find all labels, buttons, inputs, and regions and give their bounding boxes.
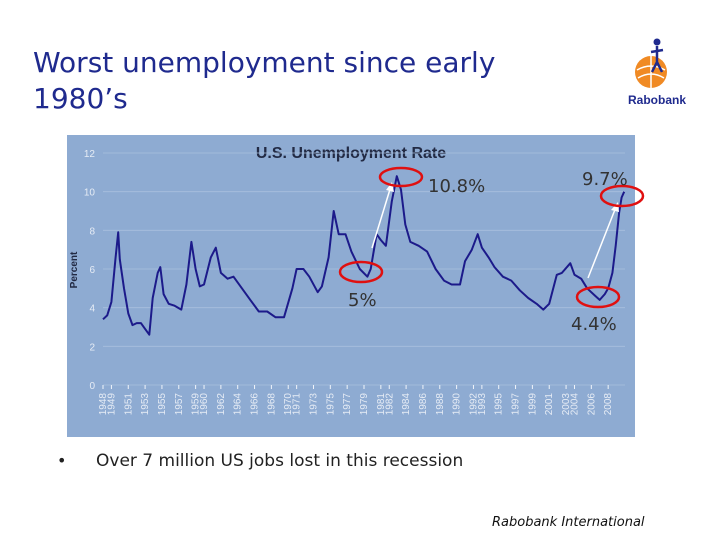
logo-figure — [653, 38, 661, 46]
annotation: 10.8% — [428, 176, 485, 197]
annotation: 5% — [348, 290, 377, 311]
callouts: 10.8% 9.7% 5% 4.4% — [338, 166, 645, 335]
x-tick-label: 1977 — [342, 393, 353, 416]
annotation: 9.7% — [582, 169, 628, 190]
highlight-circle — [575, 285, 621, 309]
x-tick-label: 1966 — [250, 393, 261, 416]
logo-figure — [650, 46, 664, 73]
x-tick-label: 1971 — [292, 393, 303, 416]
annotation: 4.4% — [571, 314, 617, 335]
arrow — [371, 185, 392, 249]
x-tick-label: 1981 — [376, 393, 387, 416]
x-tick-label: 2006 — [586, 393, 597, 416]
y-tick-label: 6 — [89, 265, 95, 276]
y-tick-label: 8 — [89, 226, 95, 237]
x-tick-label: 1964 — [233, 393, 244, 416]
x-tick-label: 1984 — [401, 393, 412, 416]
x-tick-label: 1959 — [191, 393, 202, 416]
x-tick-label: 1993 — [477, 393, 488, 416]
x-tick-label: 1955 — [157, 393, 168, 416]
x-tick-label: 1992 — [468, 393, 479, 416]
unemployment-line — [102, 175, 626, 336]
y-tick-label: 2 — [89, 342, 95, 353]
y-tick-label: 0 — [89, 381, 95, 392]
x-tick-label: 1973 — [308, 393, 319, 416]
x-tick-label: 1970 — [283, 393, 294, 416]
x-tick-label: 1948 — [98, 393, 109, 416]
y-tick-label: 10 — [84, 188, 96, 199]
logo: Rabobank — [628, 38, 686, 107]
x-tick-label: 1975 — [325, 393, 336, 416]
bullet: • — [57, 451, 66, 470]
chart-title: U.S. Unemployment Rate — [256, 145, 446, 162]
x-tick-label: 1988 — [435, 393, 446, 416]
logo-lines — [636, 56, 666, 88]
x-tick-label: 1997 — [511, 393, 522, 416]
x-tick-label: 2001 — [544, 393, 555, 416]
highlight-circle — [378, 166, 424, 188]
y-tick-label: 12 — [84, 149, 96, 160]
x-tick-label: 1949 — [106, 393, 117, 416]
x-tick-label: 1953 — [140, 393, 151, 416]
bullet-text: Over 7 million US jobs lost in this rece… — [96, 451, 463, 471]
x-tick-label: 1999 — [527, 393, 538, 416]
x-tick-label: 2008 — [603, 393, 614, 416]
chart-panel — [67, 135, 635, 437]
x-tick-label: 1995 — [494, 393, 505, 416]
x-tick-label: 1982 — [384, 393, 395, 416]
x-tick-label: 1962 — [216, 393, 227, 416]
x-tick-label: 1957 — [174, 393, 185, 416]
x-tick-label: 2004 — [569, 393, 580, 416]
highlight-circle — [599, 184, 645, 208]
x-tick-label: 1990 — [452, 393, 463, 416]
footer: Rabobank International — [492, 515, 645, 530]
highlight-circle — [338, 260, 384, 284]
x-tick-label: 1960 — [199, 393, 210, 416]
logo-text: Rabobank — [628, 93, 686, 107]
y-axis-label: Percent — [69, 251, 80, 288]
y-tick-label: 4 — [89, 304, 95, 315]
slide-title: Worst unemployment since early — [33, 46, 495, 79]
slide-title: 1980’s — [33, 82, 128, 115]
x-tick-label: 1951 — [123, 393, 134, 416]
arrow — [587, 206, 617, 279]
x-tick-label: 1979 — [359, 393, 370, 416]
x-tick-label: 1968 — [266, 393, 277, 416]
x-tick-label: 2003 — [561, 393, 572, 416]
x-tick-label: 1986 — [418, 393, 429, 416]
